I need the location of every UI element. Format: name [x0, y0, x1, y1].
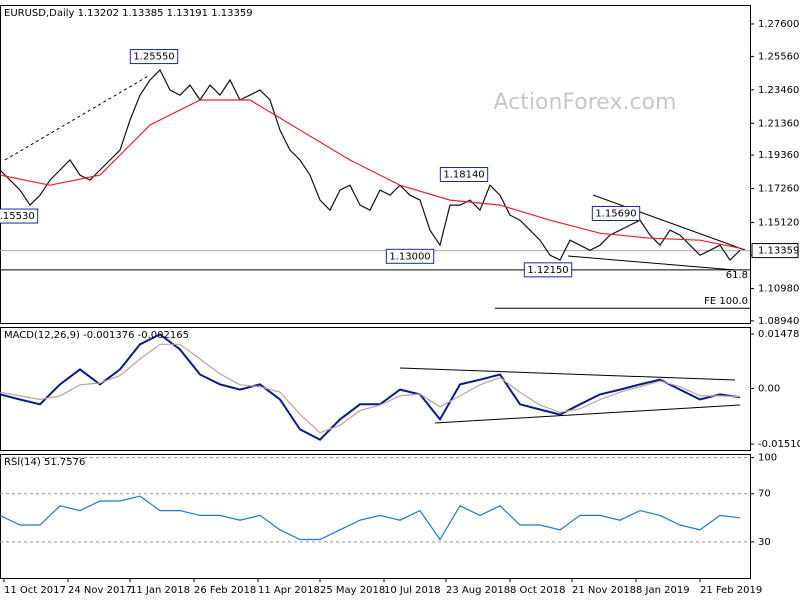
x-tick-label: 11 Oct 2017 [4, 585, 66, 596]
x-tick-label: 23 Aug 2018 [446, 585, 510, 596]
y-tick-label: 70 [758, 489, 771, 500]
title-bg [2, 329, 3, 341]
series-line [0, 333, 741, 441]
panel-title: RSI(14) 51.7576 [4, 457, 85, 468]
trend-line [399, 367, 736, 381]
x-tick-label: 26 Feb 2018 [194, 585, 256, 596]
panel-title: MACD(12,26,9) -0.001376 -0.002165 [4, 330, 189, 341]
x-tick-label: 10 Jul 2018 [384, 585, 441, 596]
panel [0, 454, 751, 579]
annotation-box [523, 262, 573, 278]
x-tick-label: 11 Jan 2018 [130, 585, 190, 596]
y-tick-label: -0.015107 [758, 439, 800, 450]
trend-lines [4, 74, 746, 424]
y-tick-label: 100 [758, 453, 777, 464]
annotation-label: 1.15690 [595, 208, 636, 219]
x-tick-label: 21 Feb 2019 [700, 585, 762, 596]
trend-line [567, 255, 736, 271]
level-label: 61.8 [726, 270, 748, 281]
x-tick-label: 21 Nov 2018 [572, 585, 636, 596]
annotation-label: 1.13000 [389, 251, 430, 262]
trend-line [4, 74, 151, 161]
annotation-box [129, 49, 179, 65]
panel-title: EURUSD,Daily 1.13202 1.13385 1.13191 1.1… [4, 8, 253, 19]
y-tick-label: 0.00 [758, 384, 780, 395]
x-tick-label: 8 Jan 2019 [636, 585, 690, 596]
annotation-label: 1.18140 [443, 170, 484, 181]
annotation-box [439, 167, 489, 183]
annotation-box [385, 248, 435, 264]
annotation-label: 1.12150 [527, 265, 568, 276]
y-tick-label: 1.08940 [758, 316, 799, 327]
y-tick-label: 0.014786 [758, 329, 800, 340]
annotation-label: 1.25550 [133, 52, 174, 63]
trend-line [434, 404, 741, 424]
y-tick-label: 1.23460 [758, 85, 799, 96]
x-tick-label: 8 Oct 2018 [510, 585, 565, 596]
y-tick-label: 1.19360 [758, 150, 799, 161]
y-tick-label: 1.25560 [758, 51, 799, 62]
x-tick-label: 24 Nov 2017 [68, 585, 132, 596]
title-bg [2, 456, 3, 468]
series-line [0, 495, 741, 541]
x-tick-label: 25 May 2018 [320, 585, 385, 596]
level-label: FE 100.0 [704, 296, 748, 307]
series-line [0, 343, 741, 434]
y-tick-label: 1.27600 [758, 19, 799, 30]
last-price-box [751, 243, 799, 259]
annotation-box [591, 205, 641, 221]
x-tick-label: 11 Apr 2018 [258, 585, 320, 596]
y-tick-label: 1.21360 [758, 118, 799, 129]
y-tick-label: 30 [758, 537, 771, 548]
watermark: ActionForex.com [494, 90, 677, 115]
title-bg [2, 7, 3, 19]
series-line [0, 68, 741, 262]
panel [0, 5, 751, 324]
trend-line [592, 194, 746, 251]
series-line [0, 99, 741, 249]
y-tick-label: 1.10980 [758, 283, 799, 294]
annotation-label: 1.15530 [0, 211, 35, 222]
last-price-label: 1.13359 [758, 246, 799, 257]
annotation-box [0, 208, 39, 224]
y-tick-label: 1.17260 [758, 184, 799, 195]
y-tick-label: 1.15120 [758, 218, 799, 229]
